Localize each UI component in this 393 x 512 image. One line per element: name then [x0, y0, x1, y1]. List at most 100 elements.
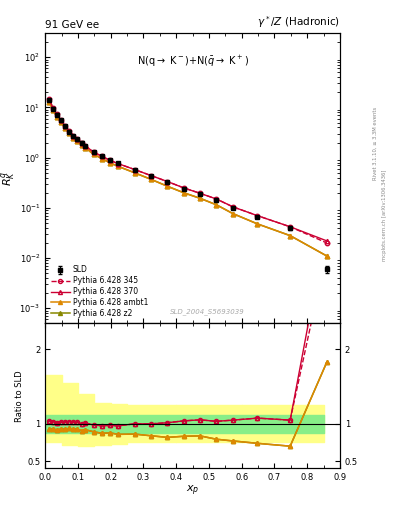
- Pythia 6.428 370: [198, 190, 202, 197]
- Pythia 6.428 370: [325, 238, 329, 244]
- Pythia 6.428 ambt1: [214, 202, 219, 208]
- Pythia 6.428 345: [63, 123, 68, 129]
- Pythia 6.428 z2: [79, 141, 84, 147]
- Pythia 6.428 370: [116, 161, 121, 167]
- Pythia 6.428 345: [288, 224, 292, 230]
- Pythia 6.428 ambt1: [255, 221, 260, 227]
- Pythia 6.428 370: [75, 136, 80, 142]
- Pythia 6.428 z2: [325, 253, 329, 259]
- Pythia 6.428 345: [132, 166, 137, 173]
- Pythia 6.428 ambt1: [325, 253, 329, 259]
- Pythia 6.428 ambt1: [165, 183, 170, 189]
- Pythia 6.428 ambt1: [182, 189, 186, 196]
- Text: mcplots.cern.ch [arXiv:1306.3436]: mcplots.cern.ch [arXiv:1306.3436]: [382, 169, 387, 261]
- Pythia 6.428 ambt1: [63, 125, 68, 131]
- Pythia 6.428 370: [63, 123, 68, 129]
- Pythia 6.428 z2: [71, 135, 76, 141]
- Pythia 6.428 ambt1: [288, 232, 292, 239]
- Pythia 6.428 ambt1: [149, 176, 153, 182]
- Pythia 6.428 ambt1: [67, 130, 72, 136]
- Pythia 6.428 ambt1: [47, 99, 51, 105]
- Pythia 6.428 345: [182, 185, 186, 191]
- Pythia 6.428 ambt1: [91, 152, 96, 158]
- Text: 91 GeV ee: 91 GeV ee: [45, 19, 99, 30]
- Pythia 6.428 ambt1: [79, 141, 84, 147]
- Y-axis label: Ratio to SLD: Ratio to SLD: [15, 370, 24, 422]
- Text: Rivet 3.1.10, ≥ 3.3M events: Rivet 3.1.10, ≥ 3.3M events: [373, 106, 378, 180]
- Pythia 6.428 345: [55, 111, 59, 117]
- Line: Pythia 6.428 z2: Pythia 6.428 z2: [47, 99, 329, 258]
- Pythia 6.428 370: [83, 143, 88, 149]
- Y-axis label: $R^q_K$: $R^q_K$: [0, 170, 18, 186]
- Pythia 6.428 z2: [149, 176, 153, 182]
- Legend: SLD, Pythia 6.428 345, Pythia 6.428 370, Pythia 6.428 ambt1, Pythia 6.428 z2: SLD, Pythia 6.428 345, Pythia 6.428 370,…: [49, 264, 150, 319]
- Pythia 6.428 370: [288, 224, 292, 230]
- Pythia 6.428 z2: [51, 107, 55, 113]
- Pythia 6.428 z2: [99, 156, 104, 162]
- Pythia 6.428 345: [255, 212, 260, 219]
- Line: Pythia 6.428 ambt1: Pythia 6.428 ambt1: [47, 99, 329, 258]
- Pythia 6.428 345: [165, 179, 170, 185]
- Pythia 6.428 345: [71, 133, 76, 139]
- Pythia 6.428 345: [79, 139, 84, 145]
- Pythia 6.428 345: [198, 190, 202, 197]
- Pythia 6.428 ambt1: [108, 160, 112, 166]
- Pythia 6.428 ambt1: [198, 195, 202, 201]
- Pythia 6.428 370: [132, 166, 137, 173]
- Pythia 6.428 370: [255, 212, 260, 219]
- Pythia 6.428 z2: [255, 221, 260, 227]
- Pythia 6.428 370: [59, 117, 63, 123]
- Pythia 6.428 370: [91, 149, 96, 155]
- Pythia 6.428 370: [47, 96, 51, 102]
- Pythia 6.428 370: [67, 128, 72, 134]
- Pythia 6.428 z2: [198, 195, 202, 201]
- Text: N(q$\rightarrow$ K$^-$)+N($\bar{q}\rightarrow$ K$^+$): N(q$\rightarrow$ K$^-$)+N($\bar{q}\right…: [137, 54, 248, 69]
- Pythia 6.428 z2: [288, 232, 292, 239]
- Pythia 6.428 345: [116, 161, 121, 167]
- Pythia 6.428 370: [79, 139, 84, 145]
- Line: Pythia 6.428 370: Pythia 6.428 370: [47, 97, 329, 243]
- Pythia 6.428 370: [214, 196, 219, 202]
- Pythia 6.428 ambt1: [75, 138, 80, 144]
- Text: SLD_2004_S5693039: SLD_2004_S5693039: [170, 308, 245, 315]
- Pythia 6.428 370: [165, 179, 170, 185]
- Pythia 6.428 345: [75, 136, 80, 142]
- Pythia 6.428 z2: [230, 210, 235, 217]
- Pythia 6.428 z2: [132, 169, 137, 176]
- Pythia 6.428 ambt1: [59, 119, 63, 125]
- Pythia 6.428 345: [59, 117, 63, 123]
- Pythia 6.428 370: [99, 153, 104, 159]
- Pythia 6.428 z2: [67, 130, 72, 136]
- Pythia 6.428 345: [51, 105, 55, 111]
- Pythia 6.428 z2: [59, 119, 63, 125]
- Pythia 6.428 370: [149, 173, 153, 179]
- Pythia 6.428 345: [230, 204, 235, 210]
- Pythia 6.428 z2: [47, 99, 51, 105]
- Pythia 6.428 z2: [83, 145, 88, 151]
- Pythia 6.428 ambt1: [55, 114, 59, 120]
- Pythia 6.428 ambt1: [51, 107, 55, 113]
- Pythia 6.428 z2: [108, 160, 112, 166]
- Pythia 6.428 ambt1: [116, 163, 121, 169]
- Line: Pythia 6.428 345: Pythia 6.428 345: [47, 97, 329, 245]
- Pythia 6.428 z2: [214, 202, 219, 208]
- Pythia 6.428 370: [182, 185, 186, 191]
- Pythia 6.428 345: [325, 240, 329, 246]
- Pythia 6.428 345: [67, 128, 72, 134]
- Pythia 6.428 z2: [182, 189, 186, 196]
- Pythia 6.428 ambt1: [132, 169, 137, 176]
- Pythia 6.428 370: [230, 204, 235, 210]
- Pythia 6.428 z2: [55, 114, 59, 120]
- Pythia 6.428 370: [55, 111, 59, 117]
- Pythia 6.428 z2: [75, 138, 80, 144]
- Pythia 6.428 345: [214, 196, 219, 202]
- X-axis label: $x_p$: $x_p$: [186, 484, 199, 498]
- Pythia 6.428 z2: [91, 152, 96, 158]
- Pythia 6.428 345: [83, 143, 88, 149]
- Pythia 6.428 ambt1: [99, 156, 104, 162]
- Pythia 6.428 z2: [63, 125, 68, 131]
- Pythia 6.428 370: [51, 105, 55, 111]
- Pythia 6.428 345: [149, 173, 153, 179]
- Pythia 6.428 ambt1: [83, 145, 88, 151]
- Pythia 6.428 z2: [165, 183, 170, 189]
